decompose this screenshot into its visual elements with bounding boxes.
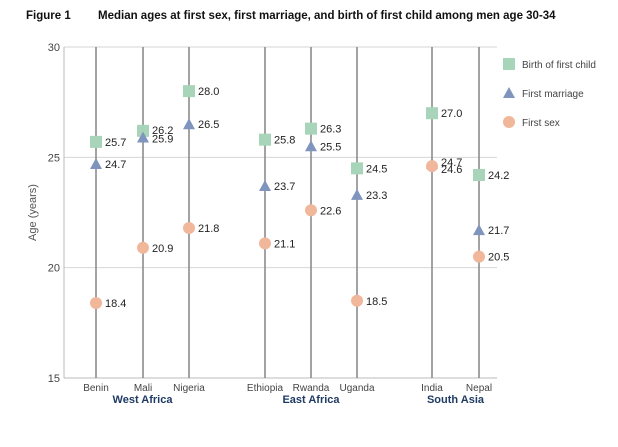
legend-label: Birth of first child <box>522 60 596 71</box>
data-label: 21.7 <box>488 225 509 237</box>
marker-circle <box>426 160 438 173</box>
marker-triangle <box>259 180 271 192</box>
marker-triangle <box>473 224 485 236</box>
chart-title: Median ages at first sex, first marriage… <box>98 10 556 22</box>
chart-header: Figure 1 Median ages at first sex, first … <box>26 10 556 22</box>
marker-square <box>426 107 438 120</box>
data-label: 28.0 <box>198 86 219 98</box>
data-label: 21.1 <box>274 238 295 250</box>
marker-triangle <box>183 118 195 130</box>
data-label: 24.6 <box>441 164 462 176</box>
category-label: Ethiopia <box>247 383 284 394</box>
data-label: 20.5 <box>488 252 509 264</box>
legend-label: First sex <box>522 118 560 129</box>
marker-triangle <box>90 157 102 169</box>
y-axis-title: Age (years) <box>27 184 39 241</box>
category-label: Uganda <box>339 383 374 394</box>
category-label: Nepal <box>466 383 492 394</box>
y-tick-label: 20 <box>48 263 60 275</box>
marker-circle <box>183 221 195 234</box>
data-label: 18.5 <box>366 296 387 308</box>
marker-triangle <box>137 131 149 143</box>
data-label: 26.2 <box>152 125 173 137</box>
marker-square <box>473 168 485 181</box>
marker-square <box>183 85 195 98</box>
data-label: 24.7 <box>441 157 462 169</box>
marker-circle <box>305 204 317 217</box>
category-label: Rwanda <box>293 383 330 394</box>
legend-label: First marriage <box>522 89 584 100</box>
data-label: 26.5 <box>198 119 219 131</box>
y-tick-label: 25 <box>48 152 60 164</box>
marker-square <box>351 162 363 175</box>
data-label: 24.7 <box>105 159 126 171</box>
marker-square <box>137 124 149 137</box>
group-label: South Asia <box>427 394 485 406</box>
group-label: East Africa <box>282 394 340 406</box>
data-label: 25.5 <box>320 141 341 153</box>
y-tick-label: 30 <box>48 42 60 54</box>
legend-marker-square <box>503 58 515 70</box>
marker-square <box>90 135 102 148</box>
data-label: 22.6 <box>320 205 341 217</box>
marker-triangle <box>351 188 363 200</box>
marker-square <box>305 122 317 135</box>
data-label: 25.7 <box>105 137 126 149</box>
data-label: 25.9 <box>152 133 173 145</box>
data-label: 26.3 <box>320 124 341 136</box>
data-label: 27.0 <box>441 108 462 120</box>
data-label: 23.3 <box>366 190 387 202</box>
marker-circle <box>90 296 102 309</box>
data-label: 18.4 <box>105 298 126 310</box>
category-label: Nigeria <box>173 383 205 394</box>
data-label: 24.2 <box>488 170 509 182</box>
data-label: 23.7 <box>274 181 295 193</box>
figure-label: Figure 1 <box>26 10 71 22</box>
y-tick-label: 15 <box>48 373 60 385</box>
data-label: 20.9 <box>152 243 173 255</box>
category-label: Mali <box>134 383 152 394</box>
marker-triangle <box>305 140 317 152</box>
category-label: Benin <box>83 383 109 394</box>
marker-circle <box>137 241 149 254</box>
category-label: India <box>421 383 443 394</box>
data-label: 21.8 <box>198 223 219 235</box>
marker-circle <box>351 294 363 307</box>
marker-square <box>259 133 271 146</box>
data-label: 24.5 <box>366 163 387 175</box>
legend-marker-triangle <box>503 87 515 98</box>
group-label: West Africa <box>113 394 174 406</box>
marker-circle <box>473 250 485 263</box>
data-label: 25.8 <box>274 135 295 147</box>
legend-marker-circle <box>503 116 515 128</box>
marker-circle <box>259 237 271 250</box>
